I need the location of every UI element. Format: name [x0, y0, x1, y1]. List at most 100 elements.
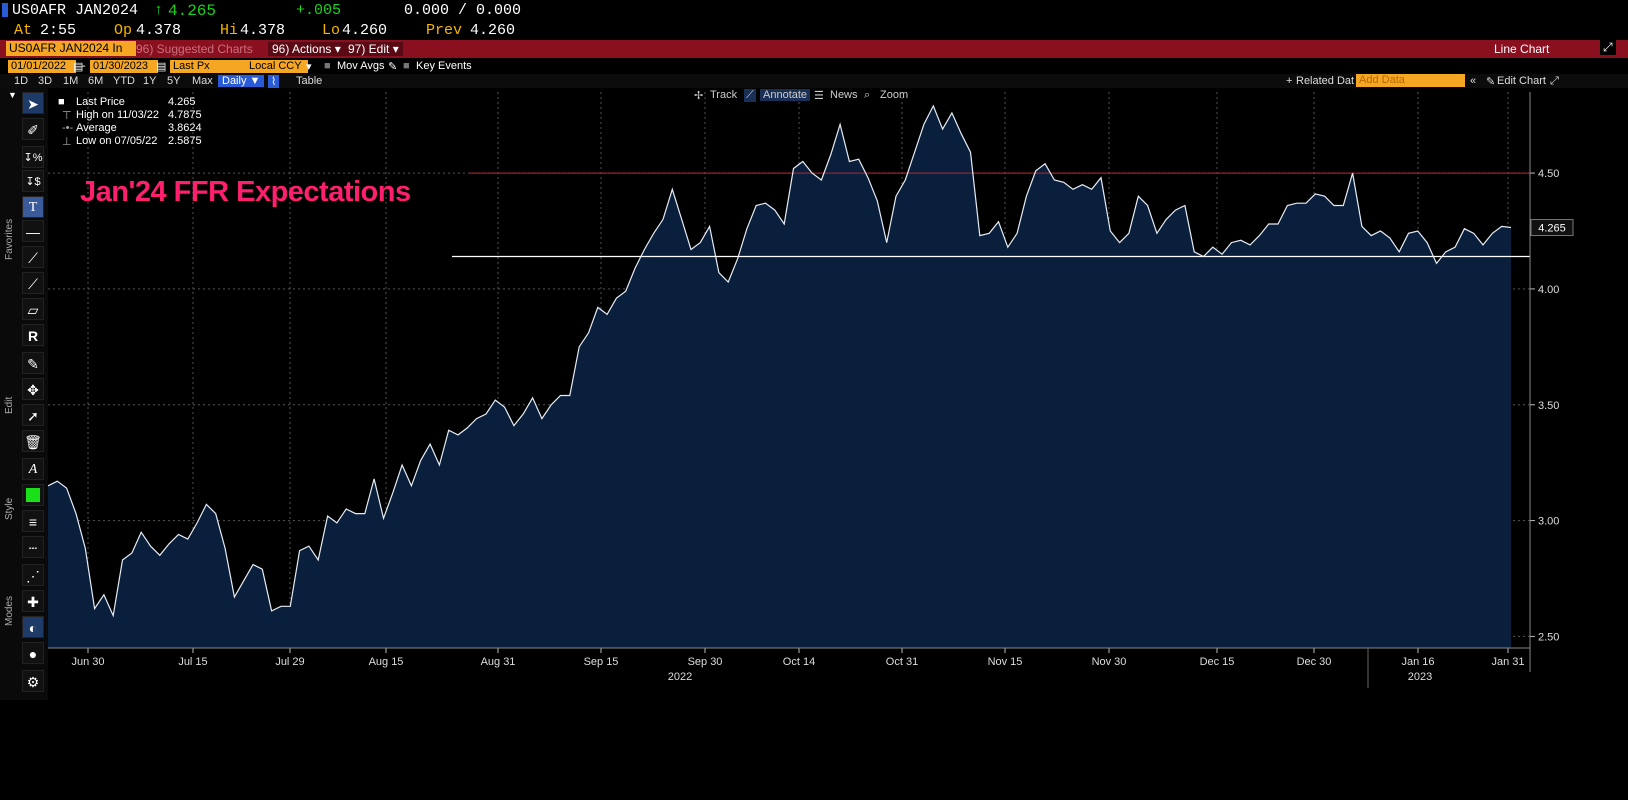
y-tick-label: 3.00: [1538, 516, 1559, 528]
zoom-icon[interactable]: ⌕: [864, 89, 871, 101]
percent-change-icon[interactable]: ↧%: [22, 146, 44, 168]
edit-tab[interactable]: Edit: [4, 396, 15, 414]
text-icon[interactable]: T: [22, 196, 44, 218]
track-icon[interactable]: ✢: [694, 90, 704, 102]
plus-icon[interactable]: +: [1286, 75, 1293, 87]
mov-avgs-toggle[interactable]: Mov Avgs: [337, 60, 385, 72]
security-field[interactable]: US0AFR JAN2024 In: [6, 41, 136, 56]
legend-high-value: 4.7875: [168, 109, 202, 121]
start-date-input[interactable]: 01/01/2022: [8, 60, 76, 73]
pencil-icon[interactable]: ✎: [388, 61, 398, 73]
dotted-line-icon[interactable]: ⋰: [22, 564, 44, 586]
palette-icon[interactable]: ●: [22, 642, 44, 664]
calendar-icon[interactable]: ▤: [73, 61, 84, 73]
legend-low-value: 2.5875: [168, 135, 202, 147]
select-add-icon[interactable]: ➚: [22, 404, 44, 426]
edit-menu[interactable]: 97) Edit ▾: [344, 42, 403, 56]
table-button[interactable]: Table: [296, 75, 323, 87]
annotate-mode[interactable]: Annotate: [760, 89, 811, 101]
checkbox-icon[interactable]: ■: [324, 60, 331, 72]
period-3d[interactable]: 3D: [38, 75, 53, 87]
last-value-label: 4.265: [1538, 223, 1566, 235]
x-tick-label: Nov 15: [988, 656, 1023, 668]
x-axis: Jun 30 Jul 15 Jul 29 Aug 15 Aug 31 Sep 15 Sep …: [48, 647, 1530, 688]
collapse-arrow-icon[interactable]: ▼: [8, 90, 17, 100]
modes-tab[interactable]: Modes: [4, 595, 15, 626]
average-marker-icon: -•-: [62, 122, 74, 134]
collapse-icon[interactable]: «: [1470, 75, 1477, 87]
frequency-select[interactable]: Daily ▼: [218, 75, 265, 87]
color-picker-icon[interactable]: [22, 484, 44, 506]
period-1d[interactable]: 1D: [14, 75, 29, 87]
style-tab[interactable]: Style: [4, 497, 15, 520]
line-width-icon[interactable]: ≡: [22, 510, 44, 532]
zoom-mode[interactable]: Zoom: [880, 89, 909, 101]
news-icon[interactable]: ☰: [814, 90, 824, 102]
trash-icon[interactable]: 🗑: [22, 430, 44, 452]
last-value-tag: [1530, 219, 1574, 237]
eraser-icon[interactable]: ✐: [22, 118, 44, 140]
retracement-icon[interactable]: R: [22, 324, 44, 346]
period-ytd[interactable]: YTD: [113, 75, 135, 87]
field-select[interactable]: Last Px: [170, 60, 246, 73]
chart-area[interactable]: 2.503.003.504.004.504.265 Jun 30 Jul 15 Ju…: [0, 88, 1628, 700]
actions-menu[interactable]: 96) Actions ▾: [268, 42, 345, 56]
trend-line-icon[interactable]: ⟋: [22, 246, 44, 268]
add-data-input[interactable]: Add Data: [1356, 74, 1465, 87]
chart-annotation[interactable]: Jan'24 FFR Expectations: [80, 176, 411, 208]
checkbox-icon[interactable]: ■: [403, 60, 410, 72]
move-icon[interactable]: ✥: [22, 378, 44, 400]
line-style-icon[interactable]: ┄: [22, 536, 44, 558]
checkbox-icon[interactable]: ■: [58, 96, 65, 108]
year-label: 2023: [1408, 671, 1432, 683]
end-date-input[interactable]: 01/30/2023: [90, 60, 158, 73]
pencil-icon[interactable]: ✎: [1486, 76, 1496, 88]
channel-icon[interactable]: ▱: [22, 298, 44, 320]
chevron-down-icon[interactable]: ▾: [306, 61, 312, 73]
low-value: 4.260: [342, 22, 388, 39]
net-change: +.005: [296, 2, 342, 19]
resize-icon[interactable]: ⤢: [1600, 40, 1616, 55]
chart-type-icon[interactable]: ⌇: [268, 75, 280, 88]
legend-last-value: 4.265: [168, 96, 196, 108]
y-tick-label: 2.50: [1538, 631, 1559, 643]
annotate-icon[interactable]: ⟋: [744, 89, 756, 102]
calendar-icon[interactable]: ▤: [156, 61, 167, 73]
period-1m[interactable]: 1M: [63, 75, 79, 87]
crosshair-lock-icon[interactable]: ✚: [22, 590, 44, 612]
value-change-icon[interactable]: ↧$: [22, 170, 44, 192]
track-mode[interactable]: Track: [710, 89, 738, 101]
horizontal-line-icon[interactable]: —: [22, 220, 44, 242]
legend-average-value: 3.8624: [168, 122, 202, 134]
period-1y[interactable]: 1Y: [143, 75, 157, 87]
pointer-icon[interactable]: ➤: [22, 92, 44, 114]
suggested-charts-menu[interactable]: 96) Suggested Charts: [136, 42, 253, 56]
x-tick-label: Aug 15: [369, 656, 404, 668]
currency-select[interactable]: Local CCY: [246, 60, 308, 73]
x-tick-label: Sep 30: [688, 656, 723, 668]
period-5y[interactable]: 5Y: [167, 75, 181, 87]
font-style-icon[interactable]: A: [22, 458, 44, 480]
related-data-button[interactable]: Related Dat: [1296, 75, 1355, 87]
pen-icon[interactable]: ✎: [22, 352, 44, 374]
menu-bar: US0AFR JAN2024 In 96) Suggested Charts 9…: [0, 40, 1628, 58]
high-label: Hi: [220, 22, 239, 39]
y-axis: 2.50 3.00 3.50 4.00 4.50 4.265: [1529, 92, 1574, 672]
ray-line-icon[interactable]: ⟋: [22, 272, 44, 294]
expand-icon[interactable]: ⤢: [1550, 75, 1559, 87]
edit-chart-button[interactable]: Edit Chart: [1497, 75, 1546, 87]
news-mode[interactable]: News: [830, 89, 858, 101]
series-area: [48, 105, 1511, 648]
last-price: 4.265: [168, 2, 217, 20]
period-6m[interactable]: 6M: [88, 75, 104, 87]
favorites-tab[interactable]: Favorites: [4, 218, 15, 260]
key-events-toggle[interactable]: Key Events: [416, 60, 472, 72]
ticker-symbol[interactable]: US0AFR JAN2024: [12, 2, 139, 19]
gear-icon[interactable]: ⚙: [22, 670, 44, 692]
time-value: 2:55: [40, 22, 77, 39]
period-max[interactable]: Max: [192, 75, 213, 87]
magnet-icon[interactable]: ◐: [22, 616, 44, 638]
x-tick-label: Dec 30: [1297, 656, 1332, 668]
plot-layer: [47, 104, 1530, 648]
y-tick-label: 4.50: [1538, 168, 1559, 180]
